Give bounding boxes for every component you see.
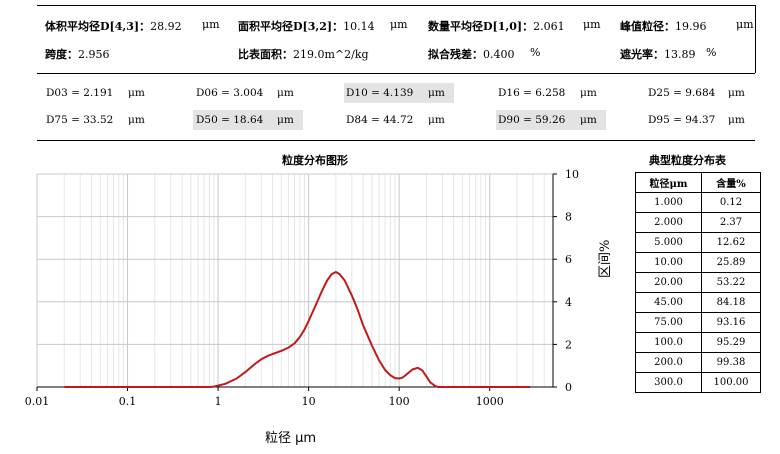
dvalue-d25: D25 = 9.684	[648, 87, 716, 99]
summary-obscuration-unit: %	[706, 46, 717, 59]
x-tick-labels: 0.01 0.1 1 10 100 1000	[25, 395, 504, 408]
table-row: 2.000 2.37	[635, 212, 761, 233]
x-axis-label: 粒径 μm	[265, 431, 317, 446]
x-tick-label: 0.01	[25, 395, 50, 408]
table-header-size: 粒径μm	[635, 172, 702, 193]
x-tick-label: 100	[389, 395, 410, 408]
table-cell-content: 2.37	[701, 212, 761, 233]
summary-vol-mean: 体积平均径D[4,3]：28.92	[45, 20, 182, 33]
distribution-table: 粒径μm 含量% 1.000 0.12 2.000 2.37 5.000 12.62 10.…	[635, 172, 761, 393]
summary-num-mean: 数量平均径D[1,0]：2.061	[428, 20, 565, 33]
dvalue-d06-unit: μm	[277, 87, 294, 99]
chart-title: 粒度分布图形	[282, 154, 348, 167]
x-tick-label: 1	[215, 395, 222, 408]
y-tick-label: 4	[565, 296, 572, 309]
table-cell-size: 45.00	[635, 292, 702, 313]
dvalue-d10-highlight	[344, 83, 454, 103]
dvalues-divider	[37, 140, 755, 141]
dvalue-d25-unit: μm	[728, 87, 745, 99]
distribution-curve	[64, 271, 531, 388]
table-cell-size: 100.0	[635, 332, 702, 353]
dvalue-d03-unit: μm	[128, 87, 145, 99]
dvalue-d16-unit: μm	[580, 87, 597, 99]
y-axis-label: 区间%	[598, 239, 613, 278]
x-tick-label: 0.1	[119, 395, 137, 408]
y-tick-label: 6	[565, 253, 572, 266]
summary-specific-surface: 比表面积：219.0m^2/kg	[238, 48, 369, 61]
table-cell-size: 2.000	[635, 212, 702, 233]
x-tick-label: 1000	[476, 395, 504, 408]
table-title: 典型粒度分布表	[649, 154, 726, 167]
dvalue-d75: D75 = 33.52	[46, 114, 114, 126]
table-row: 75.00 93.16	[635, 312, 761, 333]
summary-fit-residual: 拟合残差：0.400	[428, 48, 515, 61]
summary-obscuration: 遮光率：13.89	[620, 48, 696, 61]
dvalue-d50-unit: μm	[277, 114, 294, 126]
table-cell-size: 300.0	[635, 372, 702, 393]
summary-area-mean-unit: μm	[390, 18, 408, 31]
x-tick-label: 10	[302, 395, 316, 408]
dvalue-d03: D03 = 2.191	[46, 87, 114, 99]
dvalue-d95: D95 = 94.37	[648, 114, 716, 126]
dvalue-d50-highlight	[193, 110, 303, 130]
dvalue-d50: D50 = 18.64	[196, 114, 264, 126]
summary-right-border	[755, 5, 756, 73]
dvalue-d95-unit: μm	[728, 114, 745, 126]
dvalue-d90: D90 = 59.26	[498, 114, 566, 126]
table-row: 1.000 0.12	[635, 192, 761, 213]
y-tick-labels: 0 2 4 6 8 10	[565, 168, 579, 394]
table-cell-content: 0.12	[701, 192, 761, 213]
dvalue-d90-unit: μm	[580, 114, 597, 126]
y-tick-label: 2	[565, 338, 572, 351]
chart-grid	[36, 173, 554, 388]
table-cell-size: 5.000	[635, 232, 702, 253]
table-cell-content: 99.38	[701, 352, 761, 373]
table-cell-content: 12.62	[701, 232, 761, 253]
dvalue-d75-unit: μm	[128, 114, 145, 126]
table-cell-content: 25.89	[701, 252, 761, 273]
summary-peak: 峰值粒径：19.96	[620, 20, 707, 33]
table-row: 20.00 53.22	[635, 272, 761, 293]
summary-divider	[37, 73, 755, 74]
summary-peak-unit: μm	[736, 18, 754, 31]
dvalue-d10-unit: μm	[428, 87, 445, 99]
table-row: 100.0 95.29	[635, 332, 761, 353]
dvalue-d10: D10 = 4.139	[346, 87, 414, 99]
chart-axes	[36, 173, 557, 391]
table-row: 10.00 25.89	[635, 252, 761, 273]
summary-area-mean: 面积平均径D[3,2]：10.14	[238, 20, 375, 33]
summary-fit-residual-unit: %	[530, 46, 541, 59]
summary-vol-mean-unit: μm	[202, 18, 220, 31]
y-tick-label: 10	[565, 168, 579, 181]
table-row: 45.00 84.18	[635, 292, 761, 313]
table-header-content: 含量%	[701, 172, 761, 193]
table-cell-content: 53.22	[701, 272, 761, 293]
table-cell-size: 200.0	[635, 352, 702, 373]
y-tick-label: 0	[565, 381, 572, 394]
summary-num-mean-unit: μm	[583, 18, 601, 31]
table-cell-content: 100.00	[701, 372, 761, 393]
table-row: 200.0 99.38	[635, 352, 761, 373]
y-tick-label: 8	[565, 211, 572, 224]
table-cell-size: 1.000	[635, 192, 702, 213]
table-cell-content: 84.18	[701, 292, 761, 313]
dvalue-d84: D84 = 44.72	[346, 114, 414, 126]
table-cell-size: 10.00	[635, 252, 702, 273]
dvalue-d16: D16 = 6.258	[498, 87, 566, 99]
table-cell-size: 75.00	[635, 312, 702, 333]
table-header-row: 粒径μm 含量%	[635, 172, 761, 193]
dvalue-d90-highlight	[496, 110, 606, 130]
table-row: 300.0 100.00	[635, 372, 761, 393]
table-body: 1.000 0.12 2.000 2.37 5.000 12.62 10.00 25.89 20…	[635, 192, 761, 393]
table-cell-content: 95.29	[701, 332, 761, 353]
table-cell-content: 93.16	[701, 312, 761, 333]
dvalue-d84-unit: μm	[428, 114, 445, 126]
table-cell-size: 20.00	[635, 272, 702, 293]
dvalue-d06: D06 = 3.004	[196, 87, 264, 99]
top-rule	[37, 5, 755, 6]
table-row: 5.000 12.62	[635, 232, 761, 253]
summary-span: 跨度：2.956	[45, 48, 110, 61]
